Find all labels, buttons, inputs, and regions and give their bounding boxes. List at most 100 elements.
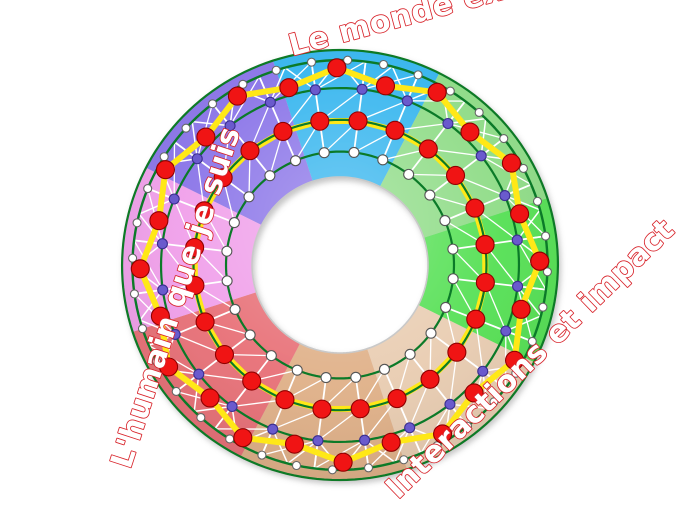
- white-node: [265, 350, 277, 362]
- white-node: [243, 191, 255, 203]
- violet-node: [444, 398, 456, 410]
- rim-node: [445, 86, 455, 96]
- rim-fan-edge: [191, 120, 199, 160]
- white-node: [244, 329, 256, 341]
- red-hub-node: [155, 160, 176, 180]
- red-hub-node: [284, 434, 305, 454]
- red-hub-node: [385, 120, 405, 140]
- red-hub-node: [420, 369, 440, 389]
- white-node: [264, 170, 276, 182]
- rim-node: [542, 267, 552, 277]
- red-hub-node: [381, 432, 401, 452]
- red-hub-node: [333, 452, 353, 472]
- red-hub-node: [233, 428, 253, 448]
- rim-fan-edge: [516, 209, 541, 241]
- red-hub-node: [348, 111, 368, 131]
- rim-node: [207, 99, 218, 109]
- red-hub-node: [130, 259, 150, 279]
- rim-node: [462, 421, 473, 431]
- violet-node: [226, 400, 238, 413]
- red-hub-node: [447, 342, 467, 362]
- torus-shading: [122, 49, 558, 481]
- violet-node: [512, 280, 524, 292]
- rim-node: [474, 107, 484, 118]
- white-node: [221, 275, 233, 287]
- white-node: [440, 301, 452, 313]
- violet-node: [264, 96, 276, 108]
- white-node: [350, 371, 362, 383]
- rim-fan-edge: [394, 427, 411, 464]
- red-hub-node: [445, 165, 466, 186]
- rim-fan-edge: [286, 439, 319, 465]
- red-hub-node: [159, 357, 179, 377]
- red-hub-node: [327, 58, 347, 78]
- rim-node: [499, 134, 509, 144]
- white-node: [289, 155, 302, 167]
- rim-fan-edge: [193, 373, 200, 413]
- rim-fan-edge: [480, 117, 487, 157]
- rim-fan-edge: [139, 319, 176, 336]
- violet-node: [191, 153, 203, 165]
- red-hub-node: [475, 272, 495, 293]
- rim-fan-edge: [138, 213, 164, 245]
- violet-node: [401, 95, 413, 107]
- red-hub-node: [150, 306, 170, 326]
- red-hub-node: [279, 78, 299, 98]
- white-node: [403, 168, 415, 180]
- rim-node: [518, 163, 528, 174]
- red-hub-node: [466, 309, 486, 329]
- red-hub-node: [375, 76, 396, 96]
- white-node: [318, 147, 330, 159]
- white-node: [229, 303, 241, 315]
- red-hub-node: [464, 383, 484, 403]
- red-hub-node: [200, 388, 220, 408]
- violet-node: [359, 434, 371, 446]
- rim-node: [152, 356, 162, 367]
- red-hub-node: [240, 141, 260, 161]
- rim-fan-edge: [269, 66, 286, 103]
- violet-node: [356, 83, 368, 95]
- red-hub-node: [433, 424, 453, 444]
- red-hub-node: [312, 399, 332, 419]
- red-hub-node: [465, 198, 485, 218]
- violet-node: [500, 325, 512, 337]
- rim-fan-edge: [449, 403, 489, 410]
- rim-node: [271, 65, 281, 75]
- violet-node: [475, 150, 487, 162]
- rim-node: [343, 55, 353, 65]
- red-hub-node: [510, 204, 530, 224]
- rim-fan-edge: [481, 370, 489, 410]
- shading-overlay: [120, 48, 560, 482]
- red-hub-node: [310, 111, 330, 131]
- rim-node: [489, 397, 499, 407]
- network-nodes: [128, 55, 552, 475]
- rim-node: [363, 463, 374, 473]
- rim-node: [378, 59, 389, 70]
- rim-node: [413, 70, 423, 80]
- red-hub-node: [350, 399, 370, 419]
- red-hub-node: [504, 350, 525, 370]
- violet-node: [477, 365, 489, 377]
- red-hub-node: [475, 235, 495, 255]
- red-hub-node: [387, 389, 407, 409]
- violet-node: [499, 190, 511, 202]
- rim-node: [291, 460, 302, 471]
- red-hub-node: [418, 139, 438, 159]
- red-hub-node: [194, 201, 214, 221]
- rim-node: [257, 450, 267, 460]
- rim-node: [538, 302, 548, 312]
- rim-fan-edge: [391, 65, 409, 102]
- rim-node: [196, 412, 206, 423]
- white-node: [424, 189, 436, 201]
- rim-node: [128, 253, 138, 263]
- rim-fan-edge: [504, 194, 541, 211]
- violet-node: [156, 238, 168, 250]
- white-node: [425, 327, 437, 339]
- rim-node: [143, 184, 153, 194]
- rim-fan-edge: [191, 120, 231, 127]
- rim-node: [159, 152, 169, 162]
- red-hub-node: [275, 390, 295, 410]
- rim-node: [181, 123, 191, 133]
- violet-node: [193, 368, 205, 380]
- rim-node: [306, 57, 317, 67]
